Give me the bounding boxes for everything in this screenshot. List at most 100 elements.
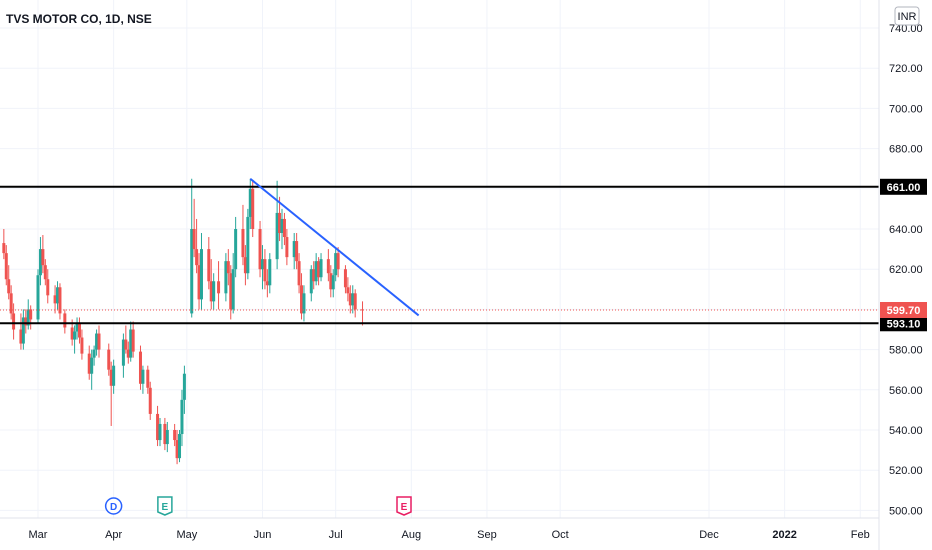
candle	[314, 253, 318, 286]
candle	[107, 343, 111, 376]
candle	[73, 325, 77, 354]
trendline[interactable]	[249, 177, 420, 317]
time-axis[interactable]: Mar Apr May Jun Jul Aug Sep Oct Dec 2022 Feb	[29, 529, 870, 541]
candle	[141, 365, 145, 394]
price-tag-label: 599.70	[887, 305, 921, 317]
candle-body	[109, 369, 113, 386]
candle	[124, 325, 128, 354]
candle	[180, 389, 184, 447]
candle-body	[326, 259, 330, 274]
candle	[275, 180, 279, 270]
candle	[278, 196, 282, 242]
candle	[80, 329, 84, 360]
x-tick-label: Jul	[329, 529, 343, 541]
candle-body	[351, 293, 355, 306]
candle	[326, 249, 330, 282]
candle-body	[280, 218, 284, 234]
candle-body	[207, 249, 211, 282]
candle	[92, 345, 96, 366]
candle	[53, 285, 57, 314]
candle-body	[297, 261, 301, 286]
candle-body	[121, 339, 125, 366]
y-tick-label: 520.00	[889, 465, 923, 477]
candle	[224, 253, 228, 302]
price-axis[interactable]: 740.00720.00700.00680.00660.00640.00620.…	[889, 23, 923, 517]
currency-label: INR	[898, 11, 917, 23]
candle	[258, 220, 262, 278]
candle-body	[29, 309, 33, 320]
candle-body	[112, 365, 116, 386]
earnings-marker[interactable]: E	[396, 496, 412, 516]
candle	[295, 233, 299, 270]
candle	[231, 253, 235, 314]
candle	[243, 245, 247, 286]
candle-body	[241, 229, 245, 258]
candle	[302, 285, 306, 322]
candle	[265, 269, 269, 298]
candle	[226, 249, 230, 286]
candle-body	[87, 353, 91, 374]
candle-body	[36, 275, 40, 320]
earnings-marker[interactable]: E	[157, 496, 173, 516]
candle	[178, 430, 182, 463]
horizontal-levels	[0, 185, 879, 325]
candle	[63, 309, 67, 334]
candle	[7, 265, 11, 300]
candle-body	[268, 259, 272, 286]
candle-body	[107, 349, 111, 370]
candle	[319, 253, 323, 282]
candle-body	[43, 265, 47, 280]
currency-badge[interactable]: INR	[894, 6, 920, 26]
candle-body	[329, 273, 333, 290]
candle	[38, 237, 42, 286]
candle	[12, 303, 16, 340]
x-tick-label: Apr	[105, 529, 122, 541]
candle	[146, 365, 150, 394]
candle	[112, 359, 116, 394]
candle-body	[346, 287, 350, 294]
candle-body	[95, 333, 99, 350]
x-tick-label: Sep	[477, 529, 497, 541]
candle-body	[361, 309, 365, 311]
candle	[241, 204, 245, 266]
candle-body	[212, 281, 216, 302]
candle	[46, 269, 50, 304]
candle	[317, 257, 321, 286]
candle-body	[80, 337, 84, 354]
candle	[163, 417, 167, 451]
marker-label: D	[110, 502, 117, 513]
candle-body	[217, 281, 221, 294]
candle	[175, 430, 179, 465]
candle-body	[258, 229, 262, 270]
candle-body	[77, 323, 81, 338]
candle-body	[9, 293, 13, 314]
price-tag-label: 593.10	[887, 318, 921, 330]
candle-body	[163, 423, 167, 445]
candle	[97, 325, 101, 358]
candle-body	[314, 261, 318, 282]
candle-body	[21, 317, 25, 344]
candle	[173, 423, 177, 447]
candle-body	[75, 323, 79, 332]
y-tick-label: 680.00	[889, 144, 923, 156]
candle-body	[141, 369, 145, 384]
candle-body	[292, 241, 296, 258]
candle-body	[331, 275, 335, 290]
candle	[58, 283, 62, 320]
candle-body	[24, 317, 28, 326]
candle	[121, 333, 125, 378]
candle-body	[7, 279, 11, 294]
candle	[24, 309, 28, 334]
candle-body	[53, 295, 57, 304]
candle-body	[278, 212, 282, 234]
candle	[292, 233, 296, 270]
candle-body	[180, 399, 184, 435]
candle-body	[312, 269, 316, 282]
candle-body	[199, 249, 203, 300]
grid	[0, 0, 879, 518]
dividend-marker[interactable]: D	[104, 497, 123, 515]
candle-body	[131, 329, 135, 352]
candle-body	[92, 349, 96, 358]
